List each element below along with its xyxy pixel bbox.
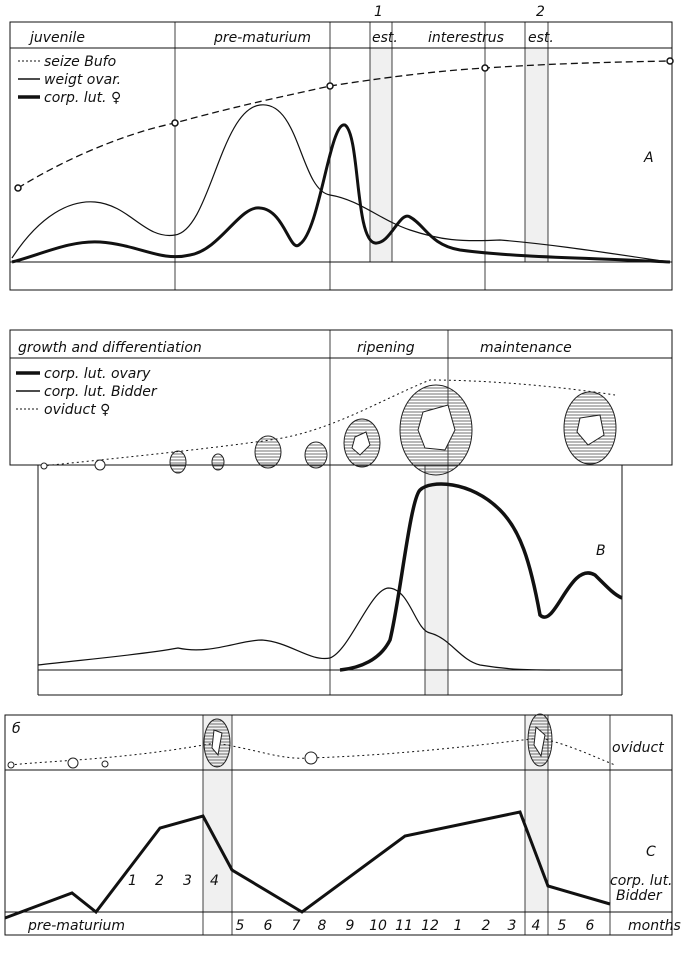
curve-label: Bidder [616, 888, 663, 904]
legend: corp. lut. Bidder [44, 384, 158, 400]
month: 1 [128, 873, 137, 889]
legend: corp. lut. ♀ [44, 90, 121, 106]
phase: pre-maturium [213, 30, 311, 46]
month: 2 [155, 873, 164, 889]
month: 12 [421, 918, 439, 934]
phase: ripening [357, 340, 415, 356]
month: 5 [558, 918, 567, 934]
month: 2 [482, 918, 491, 934]
panel-b: growth and differentiation ripening main… [9, 329, 673, 696]
month: 10 [369, 918, 387, 934]
month: 6 [264, 918, 273, 934]
phase: pre-maturium [27, 918, 125, 934]
month: 3 [508, 918, 517, 934]
month: 11 [395, 918, 413, 934]
corner-label: б [12, 721, 21, 737]
month: 8 [318, 918, 327, 934]
unit: months [628, 918, 681, 934]
legend: oviduct ♀ [44, 402, 110, 418]
legend: seize Bufo [44, 54, 116, 70]
legend: weigt ovar. [44, 72, 121, 88]
phase: growth and differentiation [18, 340, 202, 356]
month: 3 [183, 873, 192, 889]
oviduct-label: oviduct [612, 740, 664, 756]
month: 9 [346, 918, 355, 934]
panel-c: 1 2 3 4 б oviduct C corp. lut. Bidder pr… [4, 713, 681, 936]
month: 1 [454, 918, 463, 934]
month: 4 [532, 918, 541, 934]
panel-label: A [643, 150, 654, 166]
month: 7 [292, 918, 301, 934]
phase: est. [528, 30, 554, 46]
phase: interestrus [428, 30, 504, 46]
estrus-number: 2 [536, 4, 545, 20]
panel-label: C [646, 844, 656, 860]
legend: corp. lut. ovary [44, 366, 151, 382]
curve-label: corp. lut. [610, 873, 673, 889]
phase: est. [372, 30, 398, 46]
month: 4 [210, 873, 219, 889]
panel-a: juvenile pre-maturium est. interestrus e… [9, 4, 674, 291]
estrus-number: 1 [374, 4, 383, 20]
phase: maintenance [480, 340, 572, 356]
phase: juvenile [28, 30, 85, 46]
month: 6 [586, 918, 595, 934]
month: 5 [236, 918, 245, 934]
panel-label: B [596, 543, 606, 559]
